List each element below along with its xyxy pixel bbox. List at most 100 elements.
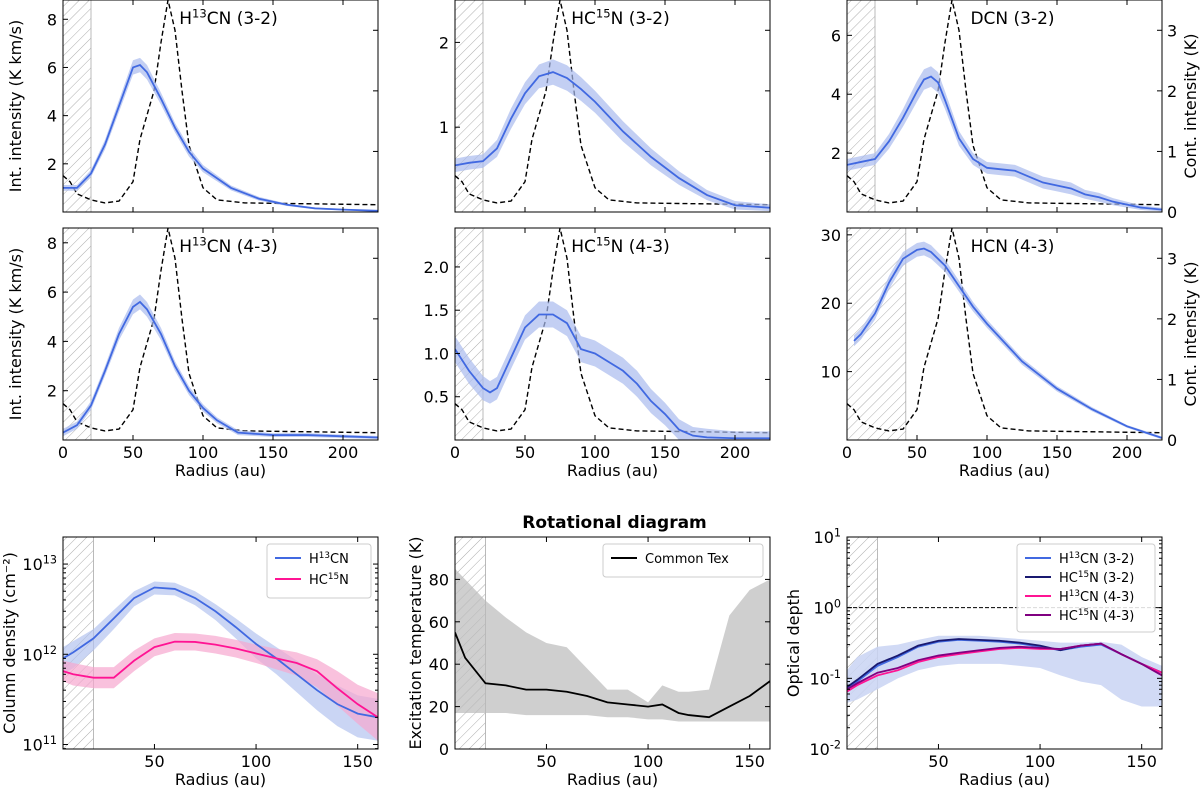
x-tick-label: 50 [928,752,948,771]
y-tick-label: 0 [439,740,449,759]
y-tick-label: 100 [814,597,841,617]
legend-box [602,543,764,578]
plot-area [63,228,378,440]
axes-frame [846,536,1163,750]
y2-tick-label: 2 [1167,82,1177,101]
hatched-region [63,228,92,440]
y-tick-label: 60 [429,613,449,632]
x-tick-label: 200 [328,443,359,462]
y-tick-label: 1.5 [424,301,449,320]
axes-frame [62,227,379,441]
series-band [63,633,378,741]
plot-area [847,537,1162,749]
panel-title: HCN (4-3) [971,237,1055,257]
plot-area [455,228,770,440]
intensity-profile [63,300,378,439]
axes-frame [454,0,771,213]
panel-p21: 0 50 100 150 200 2 4 6 8 Radius (au) Int. intensit… [6,227,379,480]
x-tick-label: 150 [734,752,765,771]
continuum-profile [455,0,770,206]
intensity-profile [455,71,770,209]
y-tick-label: 4 [831,85,841,104]
axes-frame [454,536,771,750]
x-tick-label: 50 [123,443,143,462]
panel-title: H13CN (4-3) [179,235,278,257]
x-tick-label: 150 [1042,443,1073,462]
error-band [455,301,770,440]
x-axis-label: Radius (au) [959,770,1050,789]
y-tick-label: 6 [47,283,57,302]
y-tick-label: 1 [439,118,449,137]
x-tick-label: 50 [536,752,556,771]
x-tick-label: 0 [58,443,68,462]
error-band [63,294,378,440]
x-tick-label: 100 [1025,752,1056,771]
y2-tick-label: 2 [1167,310,1177,329]
series-line [847,642,1162,691]
legend-label: H13CN (3-2) [1059,551,1134,567]
y-tick-label: 4 [47,332,57,351]
continuum-profile [455,228,770,434]
legend-label: Common Tex [645,552,729,567]
axes-frame [846,0,1163,213]
x-tick-label: 100 [241,752,272,771]
x-axis-label: Radius (au) [959,461,1050,480]
y-tick-label: 8 [47,10,57,29]
x-tick-label: 200 [720,443,751,462]
x-tick-label: 50 [144,752,164,771]
legend: H13CN HC15N [266,543,372,599]
panel-p33: 50 100 150 10-2 10-1 100 101 Radius (au) Optical… [784,527,1163,789]
x-axis-label: Radius (au) [175,461,266,480]
panel-p11: 2 4 6 8 Int. intensity (K km/s) H13CN (3-2) [6,0,379,213]
axes-frame [846,227,1163,441]
x-tick-label: 150 [342,752,373,771]
series-band [63,581,378,741]
y-axis-label: Optical depth [784,589,803,697]
x-tick-label: 50 [515,443,535,462]
y-tick-label: 10-2 [809,739,841,759]
panel-p32: 50 100 150 0 20 40 60 80 Radius (au) Excitation t… [406,513,771,789]
series-line [63,586,378,719]
axes-frame [62,0,379,213]
y-tick-label: 1012 [22,644,57,664]
uncertainty-band [847,635,1162,707]
legend: Common Tex [602,543,764,578]
x-axis-label: Radius (au) [567,461,658,480]
legend: H13CN (3-2) HC15N (3-2) H13CN (4-3) HC15N (… [1016,543,1156,633]
y-tick-label: 1013 [22,554,57,574]
intensity-profile [63,64,378,212]
legend-box [1016,543,1156,633]
y-tick-label: 10 [821,363,841,382]
y2-tick-label: 3 [1167,21,1177,40]
intensity-profile [455,313,770,440]
y-tick-label: 2 [47,382,57,401]
hatched-region [847,537,878,749]
y-tick-label: 40 [429,655,449,674]
y-tick-label: 1.0 [424,344,449,363]
y-tick-label: 30 [821,226,841,245]
y-tick-label: 2 [439,33,449,52]
x-tick-label: 100 [580,443,611,462]
x-tick-label: 150 [650,443,681,462]
y2-axis-label: Cont. intensity (K) [1181,34,1200,179]
x-tick-label: 150 [1126,752,1157,771]
x-tick-label: 0 [450,443,460,462]
y-tick-label: 2 [47,155,57,174]
plot-area [63,0,378,212]
y-axis-label: Int. intensity (K km/s) [6,20,25,192]
series-line [455,632,770,719]
panel-title: HC15N (4-3) [571,235,670,257]
axes-frame [454,227,771,441]
series-band [455,568,770,722]
series-line [63,640,378,719]
plot-area [847,228,1162,440]
intensity-profile [853,247,1162,439]
y-tick-label: 2 [831,144,841,163]
y-tick-label: 10-1 [809,668,841,688]
hatched-region [455,228,484,440]
panel-p12: 1 2 HC15N (3-2) [439,0,771,213]
y2-tick-label: 1 [1167,370,1177,389]
plot-area [847,0,1162,212]
